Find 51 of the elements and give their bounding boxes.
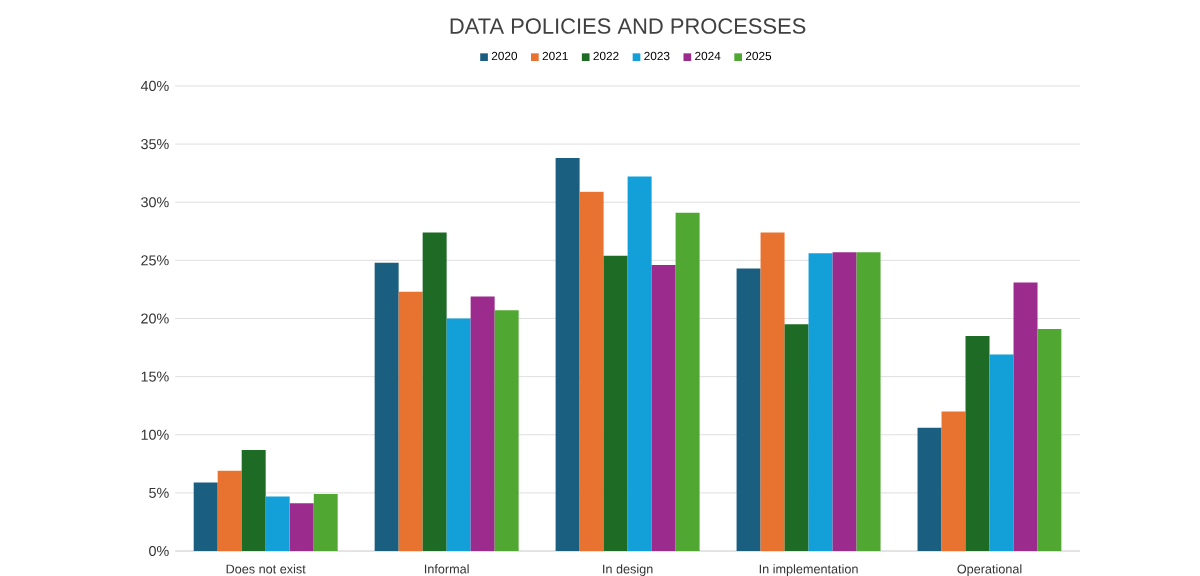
x-tick-label: Operational — [957, 564, 1022, 576]
legend-label: 2024 — [695, 51, 721, 61]
bar — [603, 255, 628, 552]
bar — [651, 265, 676, 552]
y-tick-label: 25% — [141, 255, 169, 266]
bar — [627, 176, 652, 552]
y-tick-label: 10% — [141, 429, 169, 440]
chart-title: DATA POLICIES AND PROCESSES — [450, 18, 806, 34]
bar — [265, 496, 290, 552]
bar — [965, 335, 990, 552]
bar — [856, 252, 881, 552]
y-tick-label: 20% — [141, 313, 169, 324]
bar — [313, 494, 338, 552]
y-tick-label: 40% — [140, 80, 169, 91]
bar — [422, 232, 447, 552]
y-tick-label: 15% — [141, 371, 169, 382]
bar — [555, 158, 580, 552]
bar — [241, 449, 266, 552]
bar — [808, 253, 833, 552]
bar — [832, 252, 857, 552]
y-tick-label: 0% — [149, 545, 169, 557]
legend-label: 2023 — [644, 51, 670, 61]
bar — [446, 318, 471, 552]
legend-label: 2020 — [491, 51, 518, 61]
legend-label: 2021 — [542, 51, 568, 61]
bar — [675, 212, 700, 552]
x-tick-label: In design — [603, 564, 653, 576]
bar — [760, 232, 785, 552]
bar — [193, 482, 218, 552]
x-tick-label: Informal — [424, 564, 469, 574]
bar — [579, 191, 604, 552]
bar — [941, 411, 966, 552]
x-tick-label: Does not exist — [226, 564, 306, 574]
bar — [1013, 282, 1038, 552]
bar — [470, 296, 495, 552]
bar — [289, 503, 314, 552]
bar — [398, 291, 423, 552]
legend-label: 2022 — [593, 51, 619, 61]
bar — [494, 310, 519, 552]
x-tick-label: In implementation — [759, 564, 858, 576]
bar — [1037, 328, 1062, 552]
bar — [784, 324, 809, 552]
bar — [989, 354, 1014, 552]
y-tick-label: 30% — [141, 197, 169, 208]
y-tick-label: 5% — [149, 487, 169, 498]
bar — [374, 262, 399, 552]
bar — [736, 268, 761, 552]
bar — [217, 470, 242, 552]
legend-label: 2025 — [745, 51, 772, 61]
y-tick-label: 35% — [141, 139, 169, 150]
bar — [917, 427, 942, 552]
